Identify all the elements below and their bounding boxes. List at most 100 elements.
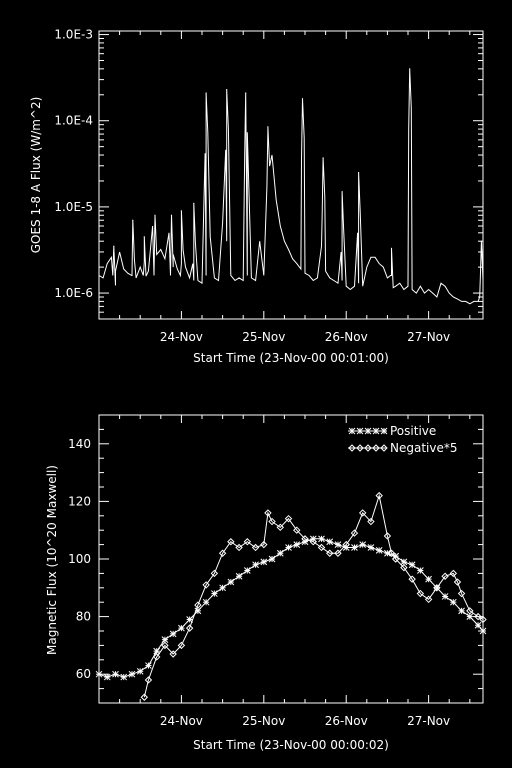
goes-x-axis-label: Start Time (23-Nov-00 00:01:00) [193,351,389,365]
positive-data-point [227,578,235,586]
positive-data-point [285,544,292,551]
negative-data-point [350,529,359,537]
negative-data-point [177,641,186,650]
positive-data-point [260,558,268,566]
goes-y-axis-label: GOES 1-8 A Flux (W/m^2) [29,97,43,254]
magnetic-x-tick-label: 24-Nov [160,714,203,728]
positive-data-point [375,547,383,554]
negative-data-point [400,563,408,572]
negative-data-point [260,540,268,549]
negative-data-point [202,581,210,589]
goes-flare-peak-point [341,191,343,193]
goes-flux-series-group [98,68,484,305]
goes-y-tick-label: 1.0E-4 [54,114,93,128]
negative-data-point [243,538,252,546]
goes-flare-peak-point [113,245,115,247]
negative-data-point [375,491,383,500]
positive-data-point [120,673,128,681]
negative-data-point [342,540,350,549]
goes-flux-chart: 24-Nov 25-Nov 26-Nov 27-Nov 1.0E-61.0E-51.0… [29,28,484,365]
positive-data-point [351,544,358,551]
negative-data-point [358,509,367,517]
magnetic-x-tick-label: 25-Nov [242,714,285,728]
negative-data-point [383,532,392,540]
goes-x-tick-label: 26-Nov [325,330,368,344]
negative-data-point [210,569,219,578]
negative-data-point [391,555,400,563]
negative-data-point [387,549,396,557]
legend-positive-marker [364,427,372,435]
negative-data-point [152,653,161,661]
positive-data-point [243,567,251,574]
magnetic-y-axis-label: Magnetic Flux (10^20 Maxwell) [45,465,59,655]
negative-data-point [479,615,487,624]
positive-data-point [417,567,424,574]
legend-negative-marker [348,444,356,452]
positive-data-point [425,575,432,583]
goes-y-tick-label: 1.0E-5 [54,200,93,214]
goes-y-tick-label: 1.0E-6 [54,286,93,300]
legend-label-positive: Positive [390,424,436,438]
goes-flare-peak-point [170,214,173,216]
negative-data-point [301,535,309,543]
goes-flare-peak-point [301,98,304,100]
goes-x-ticks: 24-Nov 25-Nov 26-Nov 27-Nov [119,31,471,344]
magnetic-y-tick-label: 60 [76,667,91,681]
negative-data-point [416,589,425,598]
magnetic-x-tick-label: 27-Nov [407,714,450,728]
positive-data-point [219,584,226,592]
magnetic-x-axis-label: Start Time (23-Nov-00 00:00:02) [193,738,389,752]
positive-data-point [268,555,276,563]
negative-data-point [169,650,177,658]
goes-x-tick-label: 25-Nov [242,330,285,344]
goes-flare-peak-point [154,214,156,216]
positive-data-point [128,670,136,678]
positive-data-point [334,541,342,548]
positive-data-point [408,561,416,569]
magnetic-y-tick-label: 140 [68,437,91,451]
negative-data-point [161,641,169,650]
goes-y-tick-label: 1.0E-3 [54,28,93,42]
negative-data-point [474,612,482,621]
negative-data-point [227,538,235,546]
goes-x-tick-label: 27-Nov [407,330,450,344]
negative-data-point [408,575,416,583]
positive-data-point [359,541,367,548]
magnetic-x-tick-label: 26-Nov [325,714,368,728]
magnetic-y-ticks: 60 80 100 120 140 [68,428,483,690]
legend-positive-marker [348,427,356,435]
positive-data-point [202,598,210,606]
positive-data-point [178,624,185,632]
positive-data-point [161,636,169,643]
magnetic-y-tick-label: 100 [68,552,91,566]
goes-flare-peak-point [193,202,195,204]
negative-data-point [293,526,301,534]
negative-data-point [218,549,227,557]
legend-label-negative: Negative*5 [390,441,458,455]
legend-negative-marker [372,444,380,452]
negative-data-point [264,509,272,517]
negative-data-point [466,607,474,615]
goes-plot-frame [98,30,484,320]
negative-data-point [309,538,317,546]
negative-data-point [441,572,449,580]
positive-data-point [276,549,284,557]
goes-flare-peak-point [322,157,324,159]
goes-flare-peak-point [143,236,145,238]
positive-data-point [400,558,408,566]
legend-negative-marker [356,444,364,452]
negative-data-point [457,589,466,598]
legend-positive-marker [356,427,364,435]
goes-flare-peak-point [245,92,247,94]
goes-y-ticks: 1.0E-6 1.0E-5 1.0E-4 1.0E-3 [54,28,483,320]
goes-x-tick-label: 24-Nov [160,330,203,344]
negative-series-line [143,493,484,698]
negative-data-point [144,676,153,684]
goes-flare-peak-point [132,219,134,221]
negative-data-point [185,624,194,632]
magnetic-flux-chart: 24-Nov 25-Nov 26-Nov 27-Nov 60 80 100 120 140 P… [45,414,487,752]
goes-flare-peak-point [409,68,411,70]
goes-flare-peak-point [267,126,269,128]
goes-flare-peak-point [390,247,393,249]
